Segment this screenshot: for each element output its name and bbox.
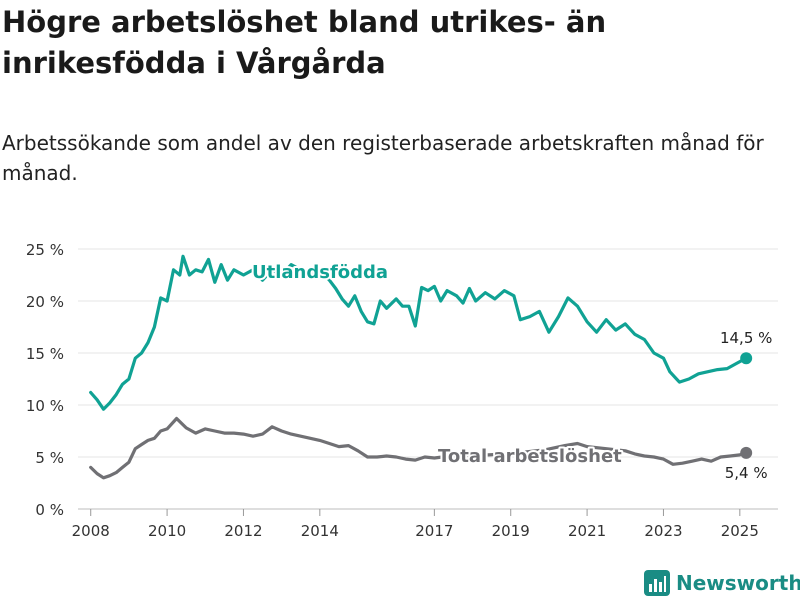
- newsworthy-logo: Newsworthy: [644, 568, 800, 598]
- y-tick-label: 0 %: [35, 501, 64, 519]
- series-end-label: 14,5 %: [720, 329, 772, 347]
- x-tick-label: 2008: [72, 522, 110, 540]
- series-name-label: Utlandsfödda: [252, 262, 388, 283]
- brand-name: Newsworthy: [676, 571, 800, 595]
- series-line: [89, 416, 748, 480]
- chart-subtitle: Arbetssökande som andel av den registerb…: [2, 131, 764, 185]
- x-tick-label: 2021: [568, 522, 606, 540]
- series-end-label: 5,4 %: [725, 464, 768, 482]
- y-tick-label: 25 %: [26, 241, 64, 259]
- series-end-marker: [740, 352, 753, 365]
- y-tick-label: 10 %: [26, 397, 64, 415]
- x-tick-label: 2019: [492, 522, 530, 540]
- x-tick-label: 2023: [644, 522, 682, 540]
- y-tick-label: 5 %: [35, 449, 64, 467]
- bar-chart-logo-icon: [644, 570, 670, 596]
- x-tick-label: 2017: [415, 522, 453, 540]
- chart-title: Högre arbetslöshet bland utrikes- än inr…: [2, 5, 607, 80]
- y-tick-label: 15 %: [26, 345, 64, 363]
- x-tick-label: 2014: [301, 522, 339, 540]
- y-tick-label: 20 %: [26, 293, 64, 311]
- x-tick-label: 2012: [224, 522, 262, 540]
- series-name-label: Total arbetslöshet: [438, 446, 622, 467]
- x-tick-label: 2010: [148, 522, 186, 540]
- x-tick-label: 2025: [721, 522, 759, 540]
- series-line: [89, 254, 748, 411]
- series-end-marker: [740, 446, 753, 459]
